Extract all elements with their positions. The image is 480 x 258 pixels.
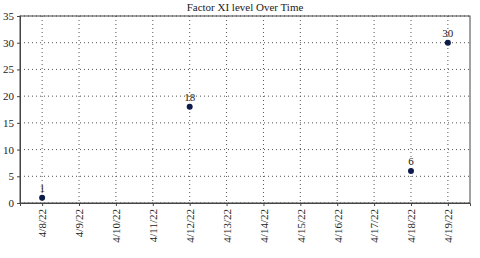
- point: [445, 40, 451, 46]
- x-tick-label: 4/18/22: [405, 209, 417, 243]
- x-tick-mark: [190, 203, 191, 206]
- point: [187, 104, 193, 110]
- x-tick-mark: [116, 203, 117, 206]
- grid-line: [20, 42, 470, 43]
- data-labels: 1 18 6 30: [39, 27, 453, 194]
- point: [408, 168, 414, 174]
- y-tick-mark: [17, 150, 20, 151]
- y-tick: 25: [3, 63, 20, 75]
- grid-line: [263, 16, 264, 203]
- x-tick: 4/19/22: [442, 203, 454, 243]
- plot-frame: [20, 16, 470, 203]
- y-tick-label: 20: [3, 90, 15, 102]
- x-tick-label: 4/8/22: [36, 209, 48, 237]
- x-tick-label: 4/17/22: [368, 209, 380, 243]
- x-tick-label: 4/19/22: [442, 209, 454, 243]
- x-tick-label: 4/11/22: [147, 209, 159, 242]
- x-tick: 4/11/22: [147, 203, 159, 242]
- y-tick-label: 10: [3, 144, 15, 156]
- y-tick: 15: [3, 117, 20, 129]
- grid-line: [410, 16, 411, 203]
- x-tick-mark: [374, 203, 375, 206]
- chart: 0 5 10 15 20 25 30 35 4/8/22 4/9/22 4/10/22 4/11/22…: [0, 0, 480, 258]
- y-tick: 10: [3, 144, 20, 156]
- x-axis: 4/8/22 4/9/22 4/10/22 4/11/22 4/12/22 4/13/22…: [21, 203, 471, 243]
- grid-line: [20, 149, 470, 150]
- y-tick-label: 15: [3, 117, 15, 129]
- grid-line: [152, 16, 153, 203]
- x-tick-mark: [448, 203, 449, 206]
- points: [39, 40, 451, 201]
- x-tick: 4/10/22: [110, 203, 122, 243]
- x-tick: 4/9/22: [73, 203, 85, 237]
- x-tick-label: 4/12/22: [184, 209, 196, 243]
- grid-line: [300, 16, 301, 203]
- y-tick-label: 35: [3, 10, 15, 22]
- x-tick-label: 4/10/22: [110, 209, 122, 243]
- grid-line: [42, 16, 43, 203]
- grid-line: [337, 16, 338, 203]
- x-tick: 4/13/22: [221, 203, 233, 243]
- x-tick: 4/17/22: [368, 203, 380, 243]
- grid-line: [226, 16, 227, 203]
- y-tick: 20: [3, 90, 20, 102]
- y-tick: 0: [9, 197, 21, 209]
- x-tick-mark: [227, 203, 228, 206]
- plot: 0 5 10 15 20 25 30 35 4/8/22 4/9/22 4/10/22 4/11/22…: [3, 10, 471, 243]
- grid-line: [20, 69, 470, 70]
- grid: [20, 16, 470, 203]
- y-tick-label: 25: [3, 63, 15, 75]
- y-tick: 30: [3, 37, 20, 49]
- data-label: 6: [408, 155, 414, 167]
- data-label: 1: [39, 182, 45, 194]
- grid-line: [20, 176, 470, 177]
- x-tick: 4/15/22: [295, 203, 307, 243]
- x-tick: 4/16/22: [332, 203, 344, 243]
- y-tick-label: 0: [9, 197, 15, 209]
- x-tick-label: 4/9/22: [73, 209, 85, 237]
- x-tick-mark: [42, 203, 43, 206]
- y-tick-mark: [17, 16, 20, 17]
- x-tick: 4/12/22: [184, 203, 196, 243]
- title: Factor XI level Over Time: [187, 1, 304, 13]
- y-tick-label: 5: [9, 170, 15, 182]
- y-tick-mark: [17, 123, 20, 124]
- data-label: 30: [442, 27, 454, 39]
- y-tick-label: 30: [3, 37, 15, 49]
- y-tick: 35: [3, 10, 20, 22]
- x-tick: 4/8/22: [36, 203, 48, 237]
- grid-line: [374, 16, 375, 203]
- y-tick-mark: [17, 69, 20, 70]
- data-label: 18: [184, 91, 196, 103]
- x-tick-mark: [79, 203, 80, 206]
- x-tick-mark: [263, 203, 264, 206]
- x-tick-mark: [411, 203, 412, 206]
- y-tick-mark: [17, 203, 20, 204]
- y-axis-line: [17, 17, 21, 204]
- x-tick-mark: [300, 203, 301, 206]
- point: [39, 195, 45, 201]
- y-tick-mark: [17, 96, 20, 97]
- y-tick: 5: [9, 170, 21, 182]
- x-tick-label: 4/16/22: [332, 209, 344, 243]
- x-tick: 4/18/22: [405, 203, 417, 243]
- grid-line: [79, 16, 80, 203]
- y-tick-mark: [17, 176, 20, 177]
- x-tick-label: 4/13/22: [221, 209, 233, 243]
- x-tick: 4/14/22: [258, 203, 270, 243]
- grid-line: [20, 122, 470, 123]
- y-axis: 0 5 10 15 20 25 30 35: [3, 10, 21, 209]
- x-tick-label: 4/15/22: [295, 209, 307, 243]
- y-tick-mark: [17, 43, 20, 44]
- x-tick-mark: [337, 203, 338, 206]
- x-tick-mark: [153, 203, 154, 206]
- grid-line: [115, 16, 116, 203]
- x-axis-line: [21, 204, 471, 207]
- grid-line: [20, 96, 470, 97]
- x-tick-label: 4/14/22: [258, 209, 270, 243]
